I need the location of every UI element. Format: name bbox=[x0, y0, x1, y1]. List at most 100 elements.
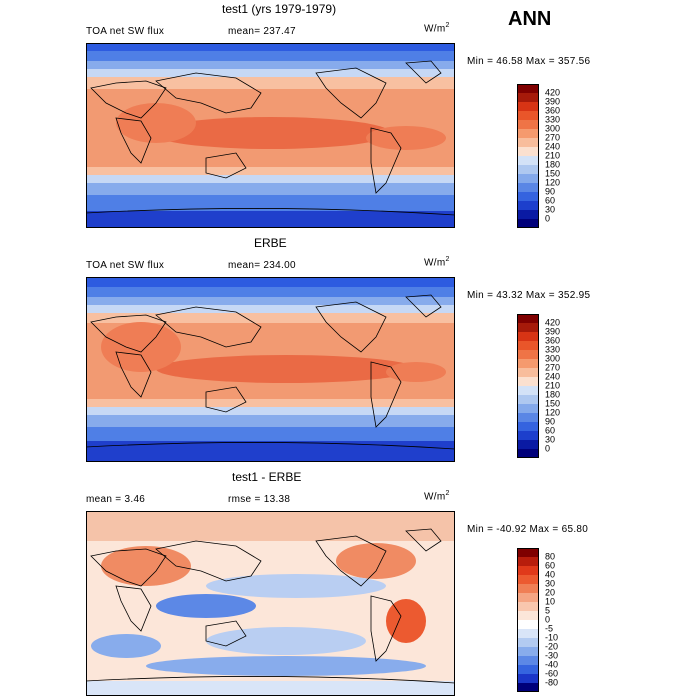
panel-2-colorbar-swatch bbox=[517, 449, 539, 458]
panel-1-colorbar-swatch bbox=[517, 210, 539, 219]
colorbar-tick-label: 80 bbox=[545, 551, 556, 562]
panel-1-colorbar-swatch bbox=[517, 219, 539, 228]
panel-1-title: test1 (yrs 1979-1979) bbox=[222, 2, 337, 16]
panel-2-colorbar-swatch bbox=[517, 413, 539, 422]
panel-3-unit: W/m2 bbox=[424, 490, 450, 503]
panel-1-colorbar-swatch bbox=[517, 129, 539, 138]
colorbar-tick-label: 60 bbox=[545, 195, 556, 206]
colorbar-tick-label: -60 bbox=[545, 668, 559, 679]
colorbar-tick-label: 180 bbox=[545, 389, 561, 400]
colorbar-tick-label: 60 bbox=[545, 425, 556, 436]
panel-2-colorbar-swatch bbox=[517, 341, 539, 350]
panel-2-colorbar-swatch bbox=[517, 440, 539, 449]
panel-3-colorbar-swatch bbox=[517, 638, 539, 647]
colorbar-tick-label: -10 bbox=[545, 632, 559, 643]
season-label: ANN bbox=[508, 8, 552, 30]
colorbar-tick-label: 390 bbox=[545, 326, 561, 337]
panel-2-map bbox=[86, 277, 455, 462]
colorbar-tick-label: 330 bbox=[545, 344, 561, 355]
colorbar-tick-label: 90 bbox=[545, 416, 556, 427]
panel-3-title: test1 - ERBE bbox=[232, 470, 302, 484]
panel-2-colorbar-swatch bbox=[517, 359, 539, 368]
colorbar-tick-label: -20 bbox=[545, 641, 559, 652]
panel-3-colorbar-swatch bbox=[517, 584, 539, 593]
colorbar-tick-label: 420 bbox=[545, 87, 561, 98]
panel-2-unit: W/m2 bbox=[424, 256, 450, 269]
panel-2-colorbar-swatch bbox=[517, 368, 539, 377]
colorbar-tick-label: 120 bbox=[545, 177, 561, 188]
colorbar-tick-label: 390 bbox=[545, 96, 561, 107]
colorbar-tick-label: 360 bbox=[545, 105, 561, 116]
colorbar-tick-label: 180 bbox=[545, 159, 561, 170]
panel-2-minmax: Min = 43.32 Max = 352.95 bbox=[467, 290, 591, 301]
panel-3-colorbar-swatch bbox=[517, 593, 539, 602]
panel-1-colorbar-swatch bbox=[517, 84, 539, 93]
colorbar-tick-label: 330 bbox=[545, 114, 561, 125]
panel-1-colorbar-swatch bbox=[517, 147, 539, 156]
panel-3-colorbar-swatch bbox=[517, 557, 539, 566]
panel-2-colorbar-swatch bbox=[517, 422, 539, 431]
colorbar-tick-label: 240 bbox=[545, 141, 561, 152]
panel-2-field-label: TOA net SW flux bbox=[86, 260, 165, 271]
colorbar-tick-label: 300 bbox=[545, 353, 561, 364]
panel-2-colorbar-swatch bbox=[517, 395, 539, 404]
colorbar-tick-label: 270 bbox=[545, 362, 561, 373]
colorbar-tick-label: 5 bbox=[545, 605, 551, 616]
colorbar-tick-label: 60 bbox=[545, 560, 556, 571]
panel-2-mean: mean= 234.00 bbox=[228, 260, 296, 271]
panel-2-colorbar-swatch bbox=[517, 350, 539, 359]
colorbar-tick-label: 30 bbox=[545, 578, 556, 589]
panel-3-mean: mean = 3.46 bbox=[86, 494, 146, 505]
panel-2-colorbar-swatch bbox=[517, 332, 539, 341]
colorbar-tick-label: 10 bbox=[545, 596, 556, 607]
panel-1-colorbar-swatch bbox=[517, 192, 539, 201]
panel-1-colorbar-swatch bbox=[517, 156, 539, 165]
panel-2-colorbar-swatch bbox=[517, 377, 539, 386]
panel-3-colorbar-swatch bbox=[517, 566, 539, 575]
colorbar-tick-label: 240 bbox=[545, 371, 561, 382]
panel-1-colorbar-swatch bbox=[517, 102, 539, 111]
panel-2-title: ERBE bbox=[254, 236, 287, 250]
panel-3-colorbar-swatch bbox=[517, 548, 539, 557]
panel-1-colorbar-swatch bbox=[517, 183, 539, 192]
colorbar-tick-label: 150 bbox=[545, 168, 561, 179]
panel-3-rmse: rmse = 13.38 bbox=[228, 494, 291, 505]
colorbar-tick-label: -40 bbox=[545, 659, 559, 670]
colorbar-tick-label: 120 bbox=[545, 407, 561, 418]
colorbar-tick-label: 150 bbox=[545, 398, 561, 409]
panel-1-map-svg bbox=[86, 43, 455, 228]
panel-2-colorbar-swatch bbox=[517, 431, 539, 440]
panel-2-colorbar-swatch bbox=[517, 404, 539, 413]
panel-3-colorbar-swatch bbox=[517, 665, 539, 674]
panel-1-colorbar-swatch bbox=[517, 120, 539, 129]
panel-3-colorbar: 80 60 40 30 20 10 5 0 -5 -10 -20 -30 -40… bbox=[517, 548, 577, 694]
panel-2-colorbar-swatch bbox=[517, 386, 539, 395]
panel-2-colorbar: 420 390 360 330 300 270 240 210 180 150 … bbox=[517, 314, 577, 460]
colorbar-tick-label: 300 bbox=[545, 123, 561, 134]
panel-3-colorbar-swatch bbox=[517, 575, 539, 584]
colorbar-tick-label: 360 bbox=[545, 335, 561, 346]
panel-1-colorbar-swatch bbox=[517, 93, 539, 102]
panel-3-colorbar-swatch bbox=[517, 683, 539, 692]
panel-2-colorbar-swatch bbox=[517, 323, 539, 332]
colorbar-tick-label: 30 bbox=[545, 204, 556, 215]
colorbar-tick-label: 0 bbox=[545, 213, 551, 224]
panel-3-colorbar-swatch bbox=[517, 647, 539, 656]
panel-3-colorbar-swatch bbox=[517, 629, 539, 638]
panel-1-colorbar-swatch bbox=[517, 165, 539, 174]
colorbar-tick-label: 30 bbox=[545, 434, 556, 445]
panel-3-colorbar-swatch bbox=[517, 611, 539, 620]
panel-1-colorbar-swatch bbox=[517, 111, 539, 120]
panel-3-colorbar-swatch bbox=[517, 656, 539, 665]
colorbar-tick-label: -30 bbox=[545, 650, 559, 661]
panel-1-colorbar-swatch bbox=[517, 138, 539, 147]
colorbar-tick-label: 40 bbox=[545, 569, 556, 580]
panel-1-colorbar: 420 390 360 330 300 270 240 210 180 150 … bbox=[517, 84, 577, 228]
colorbar-tick-label: 420 bbox=[545, 317, 561, 328]
colorbar-tick-label: 210 bbox=[545, 380, 561, 391]
colorbar-tick-label: 20 bbox=[545, 587, 556, 598]
panel-3-minmax: Min = -40.92 Max = 65.80 bbox=[467, 524, 589, 535]
panel-1-colorbar-swatch bbox=[517, 201, 539, 210]
colorbar-tick-label: 0 bbox=[545, 614, 551, 625]
panel-1-map bbox=[86, 43, 455, 228]
